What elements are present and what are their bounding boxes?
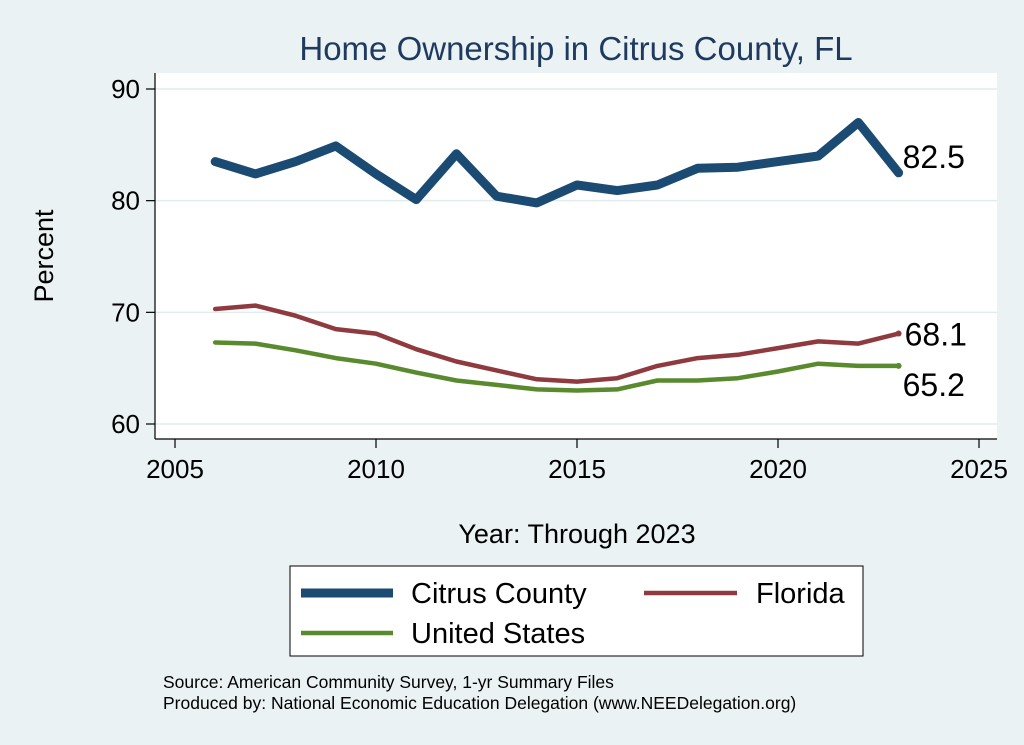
chart-title: Home Ownership in Citrus County, FL (299, 30, 852, 67)
plot-area (155, 73, 997, 439)
gridlines (155, 88, 997, 425)
end-point-florida (895, 330, 902, 337)
series-line-florida (212, 303, 901, 384)
series-line-united-states (212, 340, 901, 393)
y-axis-title: Percent (29, 209, 59, 303)
series-lines (210, 118, 904, 393)
end-value-labels: 82.5 68.1 65.2 (903, 139, 967, 403)
y-tick-label-90: 90 (111, 74, 140, 104)
x-tick-label-2010: 2010 (347, 454, 405, 484)
y-tick-label-60: 60 (111, 409, 140, 439)
y-tick-label-70: 70 (111, 297, 140, 327)
x-axis-title: Year: Through 2023 (458, 519, 695, 549)
end-label-united-states: 65.2 (903, 367, 965, 403)
x-tick-label-2020: 2020 (749, 454, 807, 484)
legend-label-citrus-county: Citrus County (411, 578, 587, 610)
end-point-citrus-county (895, 169, 902, 176)
end-label-florida: 68.1 (905, 317, 967, 353)
y-axis-ticks: 60 70 80 90 (111, 74, 155, 439)
x-tick-label-2005: 2005 (146, 454, 204, 484)
source-note: Source: American Community Survey, 1-yr … (163, 672, 614, 692)
produced-by-note: Produced by: National Economic Education… (163, 693, 796, 713)
end-point-united-states (895, 362, 902, 369)
end-label-citrus-county: 82.5 (903, 139, 965, 175)
x-axis-ticks: 2005 2010 2015 2020 2025 (146, 439, 1008, 484)
y-tick-label-80: 80 (111, 186, 140, 216)
legend-label-united-states: United States (411, 618, 585, 650)
legend-box (289, 565, 864, 657)
legend-label-florida: Florida (756, 578, 846, 610)
x-tick-label-2015: 2015 (548, 454, 606, 484)
x-tick-label-2025: 2025 (950, 454, 1008, 484)
series-line-citrus-county (210, 118, 904, 208)
